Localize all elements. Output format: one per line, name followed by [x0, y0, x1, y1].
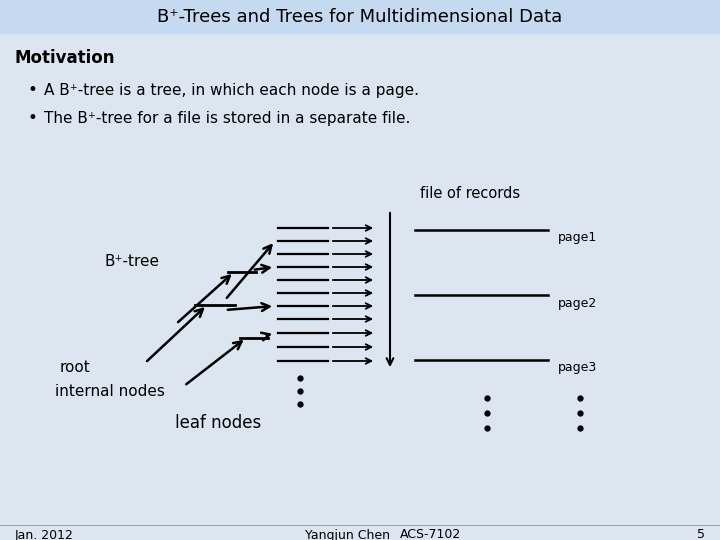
Text: 5: 5 [697, 529, 705, 540]
Text: Motivation: Motivation [15, 49, 115, 67]
Text: A B⁺-tree is a tree, in which each node is a page.: A B⁺-tree is a tree, in which each node … [44, 83, 419, 98]
Text: ACS-7102: ACS-7102 [400, 529, 462, 540]
Text: root: root [60, 361, 91, 375]
Text: file of records: file of records [420, 186, 520, 200]
Text: page1: page1 [558, 232, 598, 245]
Text: B⁺-Trees and Trees for Multidimensional Data: B⁺-Trees and Trees for Multidimensional … [158, 8, 562, 26]
Text: leaf nodes: leaf nodes [175, 414, 261, 432]
Text: page3: page3 [558, 361, 598, 375]
Text: internal nodes: internal nodes [55, 384, 165, 400]
Text: The B⁺-tree for a file is stored in a separate file.: The B⁺-tree for a file is stored in a se… [44, 111, 410, 125]
Text: Yangjun Chen: Yangjun Chen [305, 529, 390, 540]
FancyBboxPatch shape [0, 0, 720, 34]
Text: page2: page2 [558, 296, 598, 309]
Text: •: • [28, 109, 38, 127]
Text: Jan. 2012: Jan. 2012 [15, 529, 74, 540]
Text: B⁺-tree: B⁺-tree [105, 254, 160, 269]
Text: •: • [28, 81, 38, 99]
